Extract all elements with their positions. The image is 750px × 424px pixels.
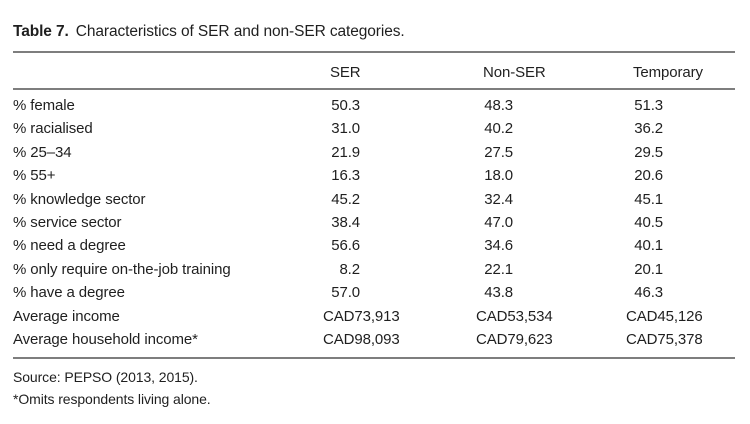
cell-value: 45.1: [634, 190, 663, 208]
cell-value: 8.2: [339, 260, 360, 278]
cell-value: 34.6: [484, 237, 513, 255]
table-caption: Table 7. Characteristics of SER and non-S…: [13, 23, 405, 41]
cell-value: 36.2: [634, 120, 663, 138]
cell-value: 29.5: [634, 143, 663, 161]
source-note: Source: PEPSO (2013, 2015).: [13, 369, 198, 385]
cell-value: CAD79,623: [476, 330, 553, 348]
column-header-non-ser: Non-SER: [483, 64, 546, 81]
table-caption-number: Table 7.: [13, 23, 69, 40]
cell-value: 20.6: [634, 167, 663, 185]
row-label: % 25–34: [13, 143, 72, 161]
cell-value: 21.9: [331, 143, 360, 161]
row-label: Average household income*: [13, 330, 198, 348]
cell-value: 20.1: [634, 260, 663, 278]
table-row: % 25–34 21.9 27.5 29.5: [13, 141, 735, 164]
asterisk-note: *Omits respondents living alone.: [13, 390, 211, 407]
cell-value: 47.0: [484, 213, 513, 231]
row-label: % racialised: [13, 120, 93, 138]
cell-value: 48.3: [484, 97, 513, 114]
cell-value: 27.5: [484, 143, 513, 161]
row-label: % only require on-the-job training: [13, 260, 231, 278]
data-table: SER Non-SER Temporary % female 50.3 48.3 51…: [13, 51, 735, 360]
cell-value: 46.3: [634, 284, 663, 302]
row-label: % female: [13, 97, 75, 114]
cell-value: CAD73,913: [323, 307, 400, 325]
row-label: % need a degree: [13, 237, 126, 255]
cell-value: 32.4: [484, 190, 513, 208]
table-row: Average income CAD73,913 CAD53,534 CAD45,12…: [13, 305, 735, 328]
row-label: % have a degree: [13, 284, 125, 302]
table-row: Average household income* CAD98,093 CAD79,…: [13, 328, 735, 351]
cell-value: 16.3: [331, 167, 360, 185]
row-label: % 55+: [13, 167, 56, 185]
cell-value: 40.1: [634, 237, 663, 255]
cell-value: 18.0: [484, 167, 513, 185]
cell-value: 50.3: [331, 97, 360, 114]
table-row: % racialised 31.0 40.2 36.2: [13, 117, 735, 140]
cell-value: 31.0: [331, 120, 360, 138]
table-row: % have a degree 57.0 43.8 46.3: [13, 281, 735, 304]
table-body: % female 50.3 48.3 51.3 % racialised 31.0 40.2…: [13, 90, 735, 357]
table-header-row: SER Non-SER Temporary: [13, 53, 735, 88]
column-header-temporary: Temporary: [633, 64, 703, 81]
cell-value: 57.0: [331, 284, 360, 302]
row-label: % service sector: [13, 213, 122, 231]
table-row: % need a degree 56.6 34.6 40.1: [13, 234, 735, 257]
cell-value: CAD53,534: [476, 307, 553, 325]
cell-value: 38.4: [331, 213, 360, 231]
table-top-rule: [13, 51, 735, 53]
table-row: % female 50.3 48.3 51.3: [13, 94, 735, 117]
cell-value: CAD98,093: [323, 330, 400, 348]
cell-value: 40.5: [634, 213, 663, 231]
table-row: % knowledge sector 45.2 32.4 45.1: [13, 188, 735, 211]
cell-value: 43.8: [484, 284, 513, 302]
table-caption-text: Characteristics of SER and non-SER categ…: [75, 23, 405, 40]
cell-value: 56.6: [331, 237, 360, 255]
table-row: % 55+ 16.3 18.0 20.6: [13, 164, 735, 187]
cell-value: 22.1: [484, 260, 513, 278]
table-row: % only require on-the-job training 8.2 22.…: [13, 258, 735, 281]
table-footnotes: Source: PEPSO (2013, 2015). *Omits respo…: [13, 367, 211, 410]
table-bottom-rule: [13, 357, 735, 360]
cell-value: 40.2: [484, 120, 513, 138]
column-header-ser: SER: [330, 64, 361, 81]
table-header-rule: [13, 88, 735, 90]
row-label: Average income: [13, 307, 120, 325]
table-row: % service sector 38.4 47.0 40.5: [13, 211, 735, 234]
cell-value: 51.3: [634, 97, 663, 114]
column-header-empty: [13, 64, 330, 88]
row-label: % knowledge sector: [13, 190, 146, 208]
cell-value: 45.2: [331, 190, 360, 208]
cell-value: CAD75,378: [626, 330, 703, 348]
cell-value: CAD45,126: [626, 307, 703, 325]
